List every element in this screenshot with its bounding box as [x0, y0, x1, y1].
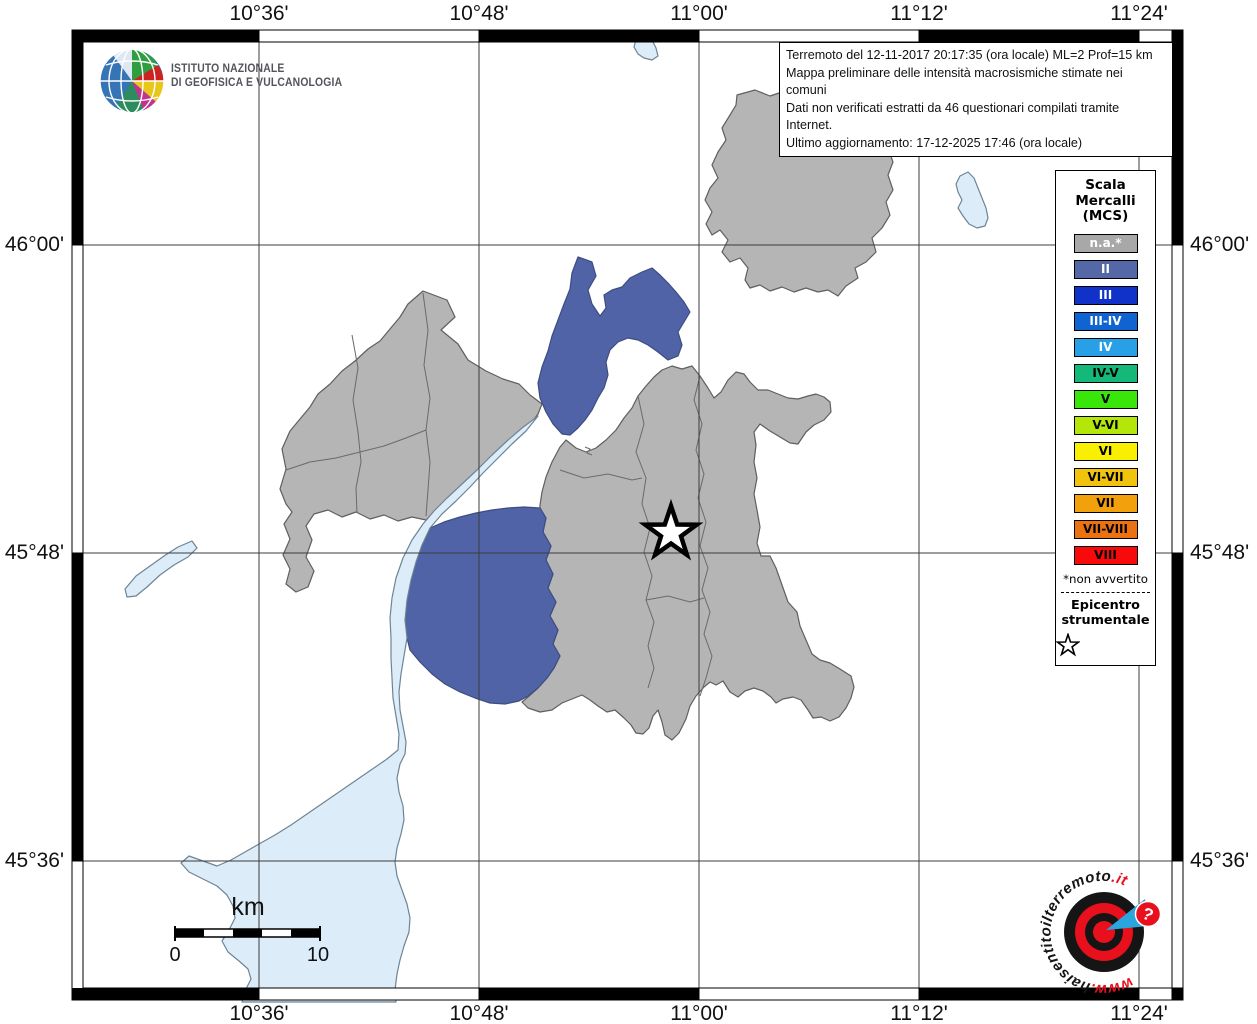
legend-item-III: III [1073, 285, 1138, 305]
lon-label-top-1: 10°36' [229, 2, 289, 25]
event-info-box: Terremoto del 12-11-2017 20:17:35 (ora l… [779, 42, 1173, 157]
lake-small-northeast [955, 171, 989, 229]
legend-item-VI: VI [1073, 441, 1138, 461]
legend-item-VIII: VIII [1073, 545, 1138, 565]
event-title-line: Terremoto del 12-11-2017 20:17:35 (ora l… [786, 48, 1153, 62]
scale-unit-label: km [231, 893, 265, 921]
map-frame [71, 29, 1184, 1001]
legend-item-V: V [1073, 389, 1138, 409]
map-subtitle-line: Mappa preliminare delle intensità macros… [786, 65, 1123, 98]
legend-item-II: II [1073, 259, 1138, 279]
ingv-logo-line2: DI GEOFISICA E VULCANOLOGIA [171, 76, 343, 89]
legend-item-V-VI: V-VI [1073, 415, 1138, 435]
municipal-borders [285, 292, 713, 697]
lat-label-right-3: 45°36' [1190, 849, 1250, 872]
bullseye-center-dot [1093, 921, 1115, 943]
lon-label-bottom-2: 10°48' [449, 1002, 509, 1024]
watermark-tld: .it [1110, 869, 1130, 890]
lake-garda [180, 415, 539, 1003]
question-badge [1134, 900, 1162, 928]
lon-label-top-2: 10°48' [449, 2, 509, 25]
legend-item-VII-VIII: VII-VIII [1073, 519, 1138, 539]
lat-label-left-1: 46°00' [4, 233, 64, 256]
legend-item-VII: VII [1073, 493, 1138, 513]
legend-item-IV: IV [1073, 337, 1138, 357]
lat-label-right-2: 45°48' [1190, 541, 1250, 564]
lat-label-left-3: 45°36' [4, 849, 64, 872]
legend-items: n.a.* II III III-IV IV IV-V V V-VI VI VI-VII VII VI… [1056, 233, 1155, 565]
legend-title-line2: Mercalli [1075, 192, 1136, 209]
lake-idro [124, 540, 198, 598]
ingv-logo-text: ISTITUTO NAZIONALE DI GEOFISICA E VULCAN… [171, 63, 342, 90]
intensity-legend: Scala Mercalli (MCS) n.a.* II III III-IV IV I… [1055, 170, 1156, 666]
legend-item-IV-V: IV-V [1073, 363, 1138, 383]
municipality-group-west [279, 290, 543, 593]
legend-epicenter-line2: strumentale [1061, 613, 1150, 628]
lon-label-bottom-3: 11°00' [670, 1002, 728, 1024]
legend-title-line1: Scala [1085, 177, 1126, 193]
scale-bar [174, 926, 321, 941]
legend-separator [1061, 591, 1150, 593]
legend-title-line3: (MCS) [1082, 208, 1129, 224]
last-update-line: Ultimo aggiornamento: 17-12-2025 17:46 (… [786, 135, 1083, 150]
lon-label-bottom-1: 10°36' [229, 1002, 289, 1024]
legend-epicenter-star-icon [1056, 632, 1080, 656]
lon-label-top-3: 11°00' [670, 2, 728, 25]
legend-footnote: *non avvertito [1063, 571, 1148, 586]
ingv-logo: ISTITUTO NAZIONALE DI GEOFISICA E VULCAN… [97, 44, 357, 116]
scale-start-label: 0 [169, 944, 181, 966]
lon-label-bottom-5: 11°24' [1110, 1002, 1168, 1024]
legend-epicenter-label: Epicentro strumentale [1056, 598, 1155, 629]
haisentito-watermark-logo: ? www.haisentitoilterremoto.it [1037, 868, 1162, 998]
legend-item-n.a.*: n.a.* [1073, 233, 1138, 253]
lat-label-right-1: 46°00' [1190, 233, 1250, 256]
municipality-felt-south [404, 506, 561, 705]
legend-epicenter-line1: Epicentro [1071, 597, 1140, 613]
data-source-line: Dati non verificati estratti da 46 quest… [786, 100, 1120, 133]
legend-item-VI-VII: VI-VII [1073, 467, 1138, 487]
lon-label-top-5: 11°24' [1110, 2, 1168, 25]
ingv-logo-line1: ISTITUTO NAZIONALE [171, 63, 285, 75]
legend-item-III-IV: III-IV [1073, 311, 1138, 331]
legend-title: Scala Mercalli (MCS) [1056, 171, 1155, 225]
watermark-www: www. [1089, 974, 1136, 998]
municipality-felt-north [537, 256, 691, 436]
ingv-globe-icon [99, 48, 165, 114]
lat-label-left-2: 45°48' [4, 541, 64, 564]
lon-label-bottom-4: 11°12' [890, 1002, 948, 1024]
lon-label-top-4: 11°12' [890, 2, 948, 25]
epicenter-star [638, 498, 704, 561]
scale-end-label: 10 [306, 944, 330, 966]
